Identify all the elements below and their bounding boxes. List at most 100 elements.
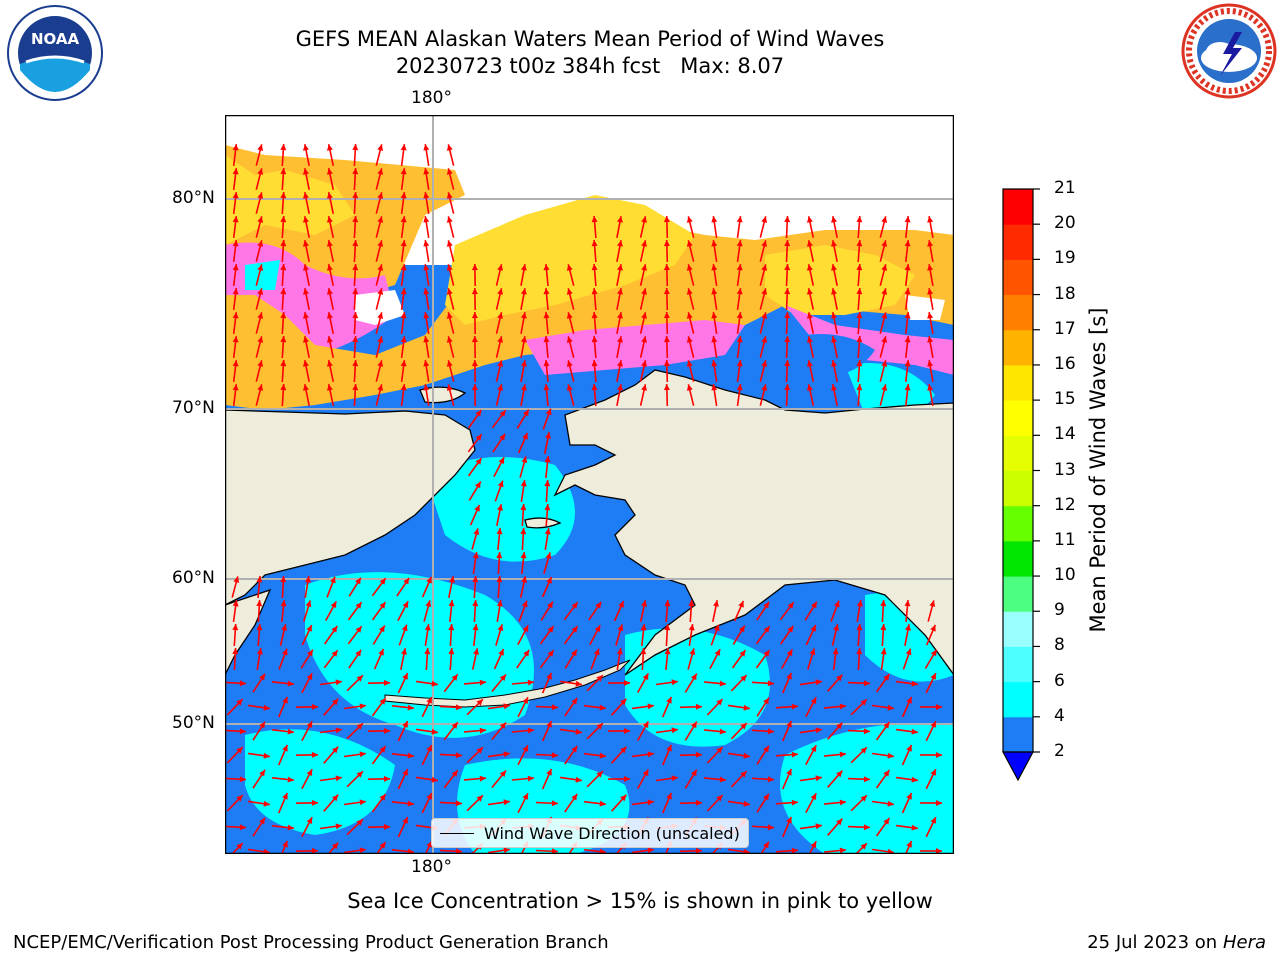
direction-arrow-head — [641, 336, 647, 343]
direction-arrow-head — [883, 722, 890, 729]
direction-arrow-head — [499, 433, 506, 441]
direction-arrow-head — [544, 456, 551, 463]
sea-ice-area — [225, 145, 954, 410]
direction-arrow-head — [787, 602, 794, 609]
direction-arrow-head — [257, 264, 264, 271]
direction-arrow-head — [930, 817, 936, 824]
direction-arrow-head — [663, 216, 670, 223]
colorbar-band — [1003, 611, 1033, 647]
colorbar-band — [1003, 470, 1033, 507]
direction-arrow-head — [259, 769, 265, 777]
direction-arrow-head — [379, 602, 386, 609]
direction-arrow-head — [257, 336, 264, 343]
direction-arrow-head — [280, 288, 287, 295]
direction-arrow-head — [713, 624, 720, 632]
direction-arrow-head — [431, 680, 438, 687]
direction-arrow-head — [906, 841, 912, 848]
direction-arrow-head — [664, 600, 671, 607]
direction-arrow-head — [691, 673, 697, 681]
colorbar-tick-label: 12 — [1054, 494, 1076, 515]
direction-arrow-head — [719, 728, 726, 735]
direction-arrow-head — [863, 728, 870, 735]
direction-arrow-head — [520, 384, 527, 391]
direction-arrow-head — [451, 722, 458, 729]
direction-arrow-head — [239, 728, 246, 735]
direction-arrow-head — [695, 847, 702, 854]
direction-arrow-head — [736, 288, 743, 295]
direction-arrow-head — [689, 648, 696, 655]
direction-arrow-head — [257, 360, 264, 367]
direction-arrow-head — [904, 288, 911, 295]
direction-arrow-head — [906, 697, 912, 704]
direction-arrow-head — [856, 216, 863, 223]
colorbar-band — [1003, 364, 1033, 401]
direction-arrow-head — [400, 216, 407, 223]
footer-machine: Hera — [1222, 932, 1266, 953]
direction-arrow-head — [256, 576, 263, 583]
direction-arrow-head — [641, 240, 647, 247]
direction-arrow-head — [624, 728, 630, 734]
direction-arrow-head — [566, 264, 573, 271]
direction-arrow-head — [400, 360, 407, 367]
direction-arrow-head — [905, 624, 911, 631]
direction-arrow-head — [352, 144, 359, 151]
direction-arrow-head — [475, 481, 481, 489]
direction-arrow-head — [711, 360, 718, 367]
direction-arrow-head — [666, 696, 672, 704]
direction-arrow-head — [496, 528, 503, 535]
direction-arrow-head — [479, 775, 486, 782]
legend-line-swatch — [440, 832, 474, 834]
direction-arrow-head — [263, 848, 270, 854]
direction-arrow-head — [927, 336, 934, 343]
direction-arrow-head — [423, 168, 430, 175]
colorbar-tick-label: 9 — [1054, 600, 1065, 621]
direction-arrow-head — [647, 703, 654, 710]
direction-arrow-head — [471, 312, 478, 319]
direction-arrow-head — [551, 800, 558, 807]
direction-arrow-head — [543, 384, 550, 391]
direction-arrow-head — [359, 703, 366, 710]
direction-arrow-head — [423, 192, 430, 199]
direction-arrow-head — [881, 384, 888, 391]
legend-label: Wind Wave Direction (unscaled) — [484, 823, 740, 843]
direction-arrow-head — [400, 288, 407, 295]
direction-arrow-head — [711, 288, 718, 295]
direction-arrow-head — [640, 648, 647, 655]
direction-arrow-head — [551, 752, 558, 759]
direction-arrow-head — [620, 746, 627, 754]
direction-arrow-head — [306, 625, 312, 632]
direction-arrow-head — [784, 216, 791, 223]
direction-arrow-head — [263, 800, 270, 807]
direction-arrow-head — [239, 824, 246, 831]
direction-arrow-head — [807, 216, 813, 223]
direction-arrow-head — [640, 624, 647, 631]
direction-arrow-head — [617, 624, 624, 631]
direction-arrow-head — [379, 578, 386, 585]
direction-arrow-head — [259, 817, 265, 825]
direction-arrow-head — [836, 674, 843, 682]
direction-arrow-head — [304, 576, 311, 583]
direction-arrow-head — [686, 216, 693, 223]
colorbar-band — [1003, 540, 1033, 577]
colorbar-tick-label: 11 — [1054, 529, 1076, 550]
direction-arrow-head — [647, 751, 654, 758]
direction-arrow-head — [232, 384, 239, 391]
direction-arrow-head — [761, 360, 768, 367]
direction-arrow-head — [280, 264, 287, 271]
colorbar-band — [1003, 646, 1033, 683]
direction-arrow-head — [904, 264, 911, 271]
direction-arrow-head — [521, 456, 528, 463]
direction-arrow-head — [906, 745, 912, 752]
direction-arrow-head — [352, 288, 359, 295]
direction-arrow-head — [711, 240, 718, 247]
direction-arrow-head — [306, 721, 313, 728]
direction-arrow-head — [451, 770, 458, 777]
direction-arrow-head — [856, 336, 863, 343]
direction-arrow-head — [591, 240, 598, 247]
colorbar-label: Mean Period of Wind Waves [s] — [1086, 307, 1110, 633]
direction-arrow-head — [356, 819, 363, 826]
direction-arrow-head — [719, 776, 726, 783]
direction-arrow-head — [911, 824, 918, 831]
direction-arrow-head — [863, 776, 870, 783]
direction-arrow-head — [497, 360, 503, 367]
